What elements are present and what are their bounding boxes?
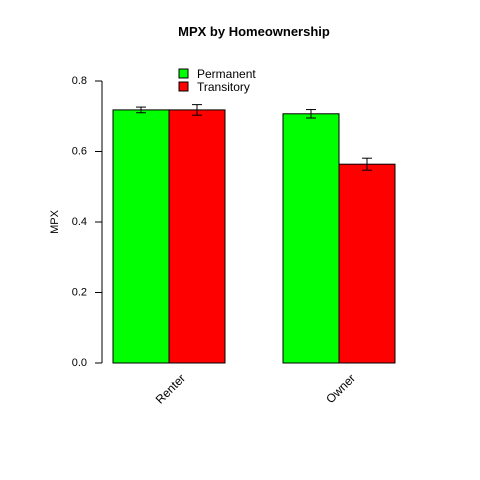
legend-swatch — [178, 81, 189, 92]
y-axis: 0.0 0.2 0.4 0.6 0.8 — [72, 75, 103, 369]
category-label-owner: Owner — [323, 371, 358, 406]
bars-group — [112, 109, 396, 364]
category-labels: Renter Owner — [153, 371, 358, 406]
bar-owner-permanent — [282, 113, 340, 364]
y-tick-label: 0.6 — [72, 146, 87, 158]
legend-item-permanent: Permanent — [178, 67, 256, 81]
chart-title: MPX by Homeownership — [178, 24, 330, 39]
error-bar-renter-permanent — [136, 106, 146, 114]
error-bar-owner-transitory — [362, 157, 372, 171]
y-tick-label: 0.8 — [72, 75, 87, 87]
y-tick-label: 0.4 — [72, 216, 87, 228]
legend-swatch — [178, 68, 189, 79]
category-label-renter: Renter — [153, 371, 188, 406]
error-bar-owner-permanent — [306, 109, 316, 119]
legend-item-transitory: Transitory — [178, 80, 250, 94]
bar-renter-transitory — [168, 109, 226, 364]
error-bar-renter-transitory — [192, 104, 202, 116]
error-bars-group — [136, 104, 372, 171]
bar-renter-permanent — [112, 109, 170, 364]
legend-label: Transitory — [197, 80, 250, 94]
bar-owner-transitory — [338, 163, 396, 364]
y-tick-label: 0.2 — [72, 287, 87, 299]
legend-label: Permanent — [197, 67, 256, 81]
y-axis-label: MPX — [49, 209, 61, 234]
y-tick-label: 0.0 — [72, 357, 87, 369]
